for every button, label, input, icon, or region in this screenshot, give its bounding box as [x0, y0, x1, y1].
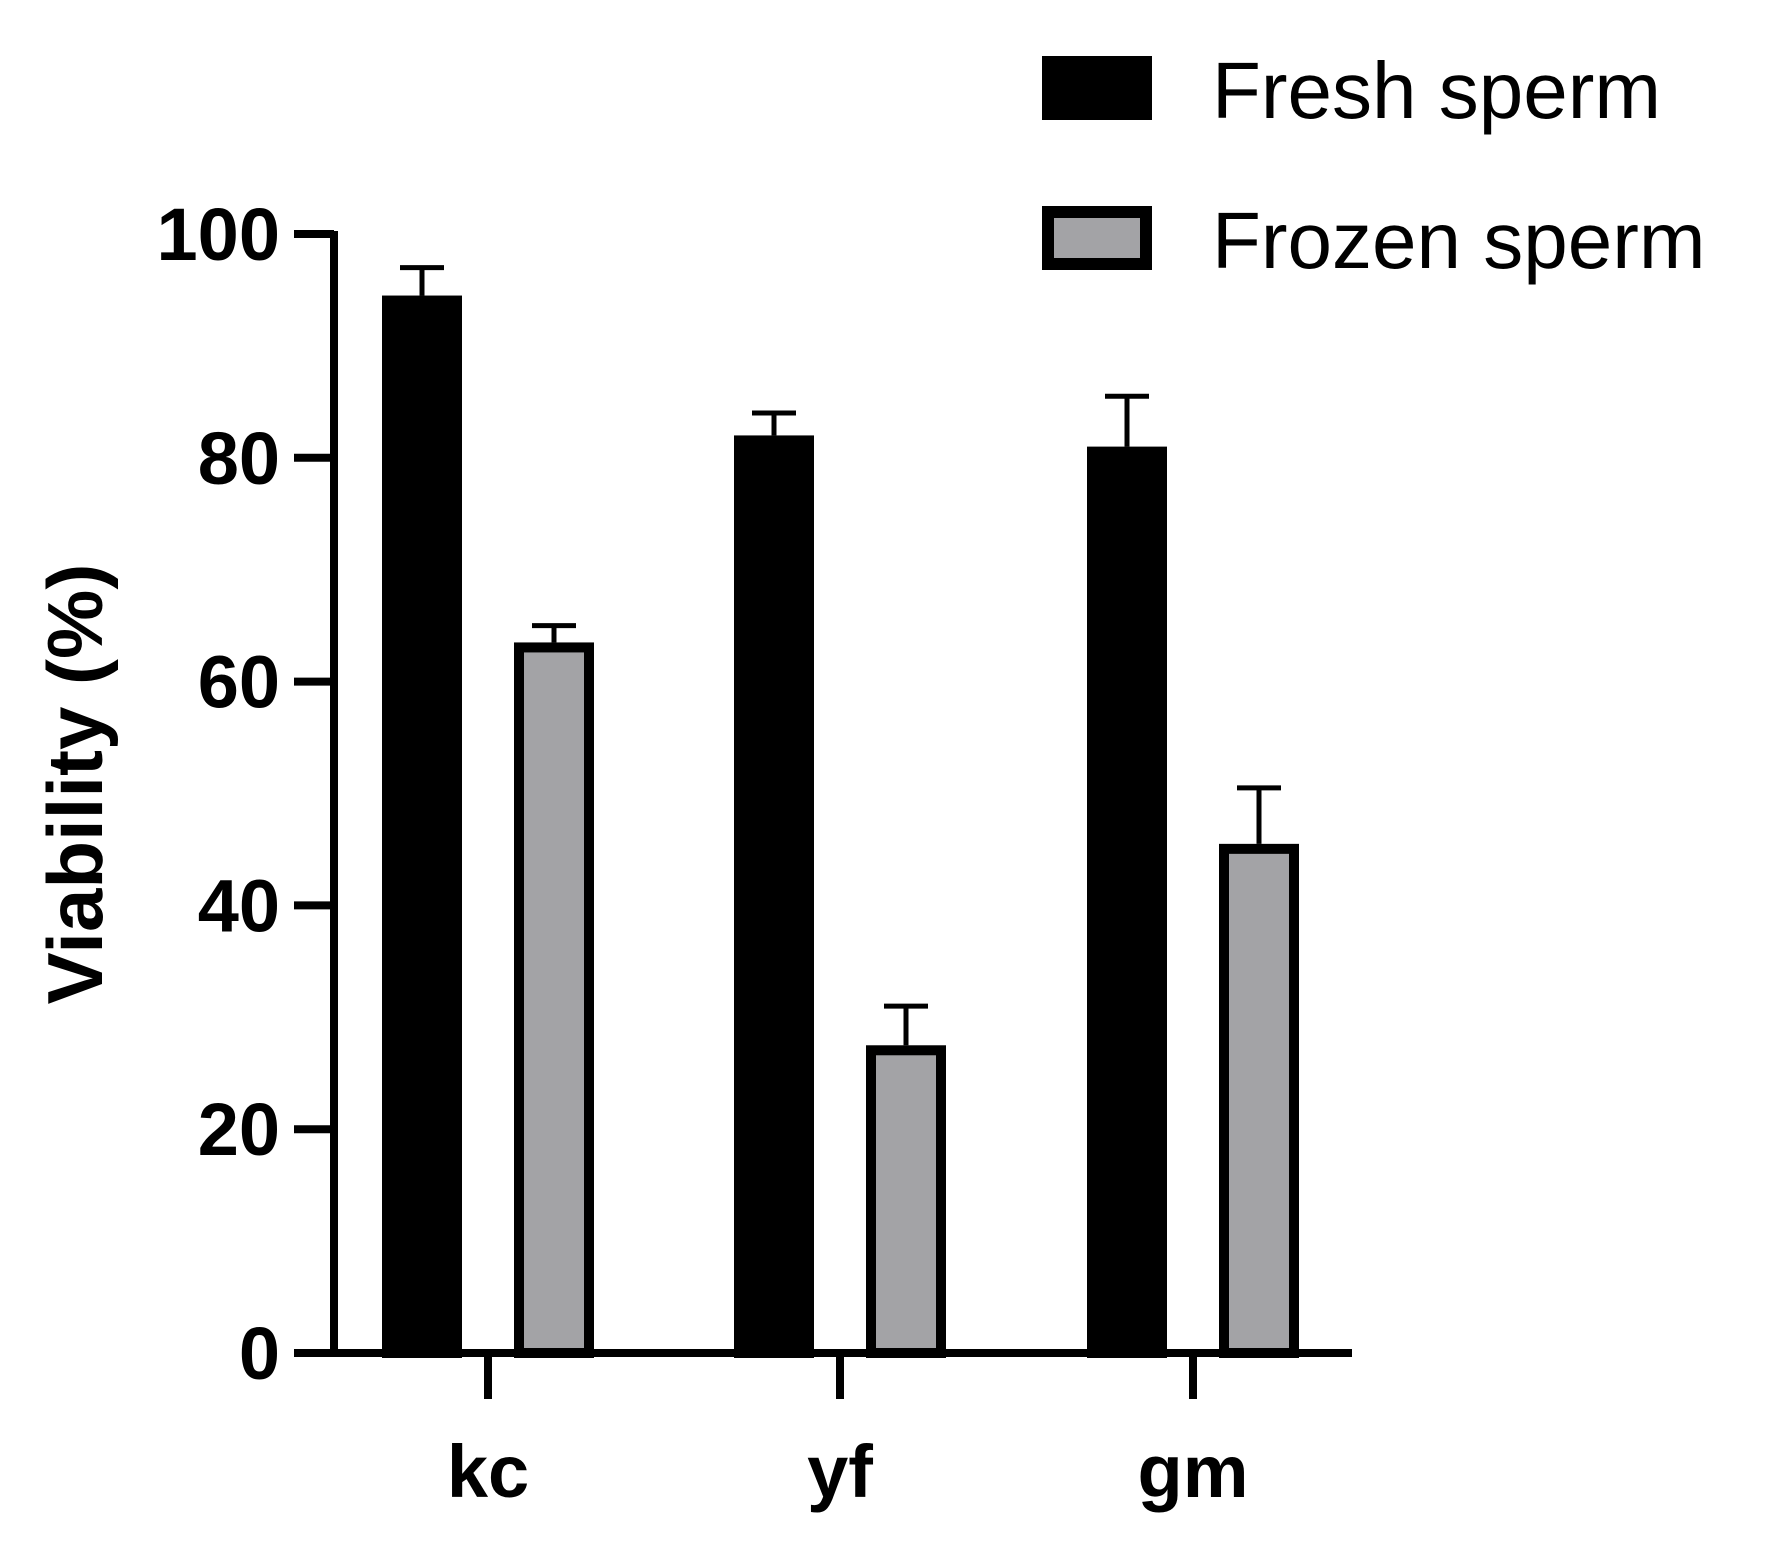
y-tick-label: 80: [198, 417, 280, 500]
bar-kc-fresh: [382, 295, 462, 1358]
legend-label: Fresh sperm: [1212, 46, 1661, 135]
bar-yf-frozen: [866, 1045, 946, 1359]
y-tick-label: 40: [198, 864, 280, 947]
axes: [294, 230, 1352, 1399]
bar-gm-frozen: [1219, 843, 1299, 1358]
y-tick-label: 100: [157, 193, 280, 276]
y-tick-label: 60: [198, 641, 280, 724]
legend-swatch: [1042, 206, 1152, 270]
y-tick-label: 20: [198, 1088, 280, 1171]
x-tick-label: kc: [447, 1430, 529, 1513]
y-tick-label: 0: [239, 1312, 280, 1395]
legend-label: Frozen sperm: [1212, 196, 1705, 285]
bars: [382, 265, 1299, 1359]
legend-swatch: [1042, 56, 1152, 120]
bar-yf-fresh: [734, 435, 814, 1359]
x-tick-label: yf: [807, 1430, 873, 1513]
y-axis-title: Viability (%): [31, 564, 119, 1005]
legend: Fresh sperm Frozen sperm: [1042, 46, 1705, 285]
x-tick-label: gm: [1138, 1430, 1249, 1513]
bar-gm-fresh: [1087, 446, 1167, 1358]
tick-labels: 0 20 40 60 80 100 kc yf gm: [157, 193, 1249, 1513]
bar-kc-frozen: [514, 642, 594, 1358]
